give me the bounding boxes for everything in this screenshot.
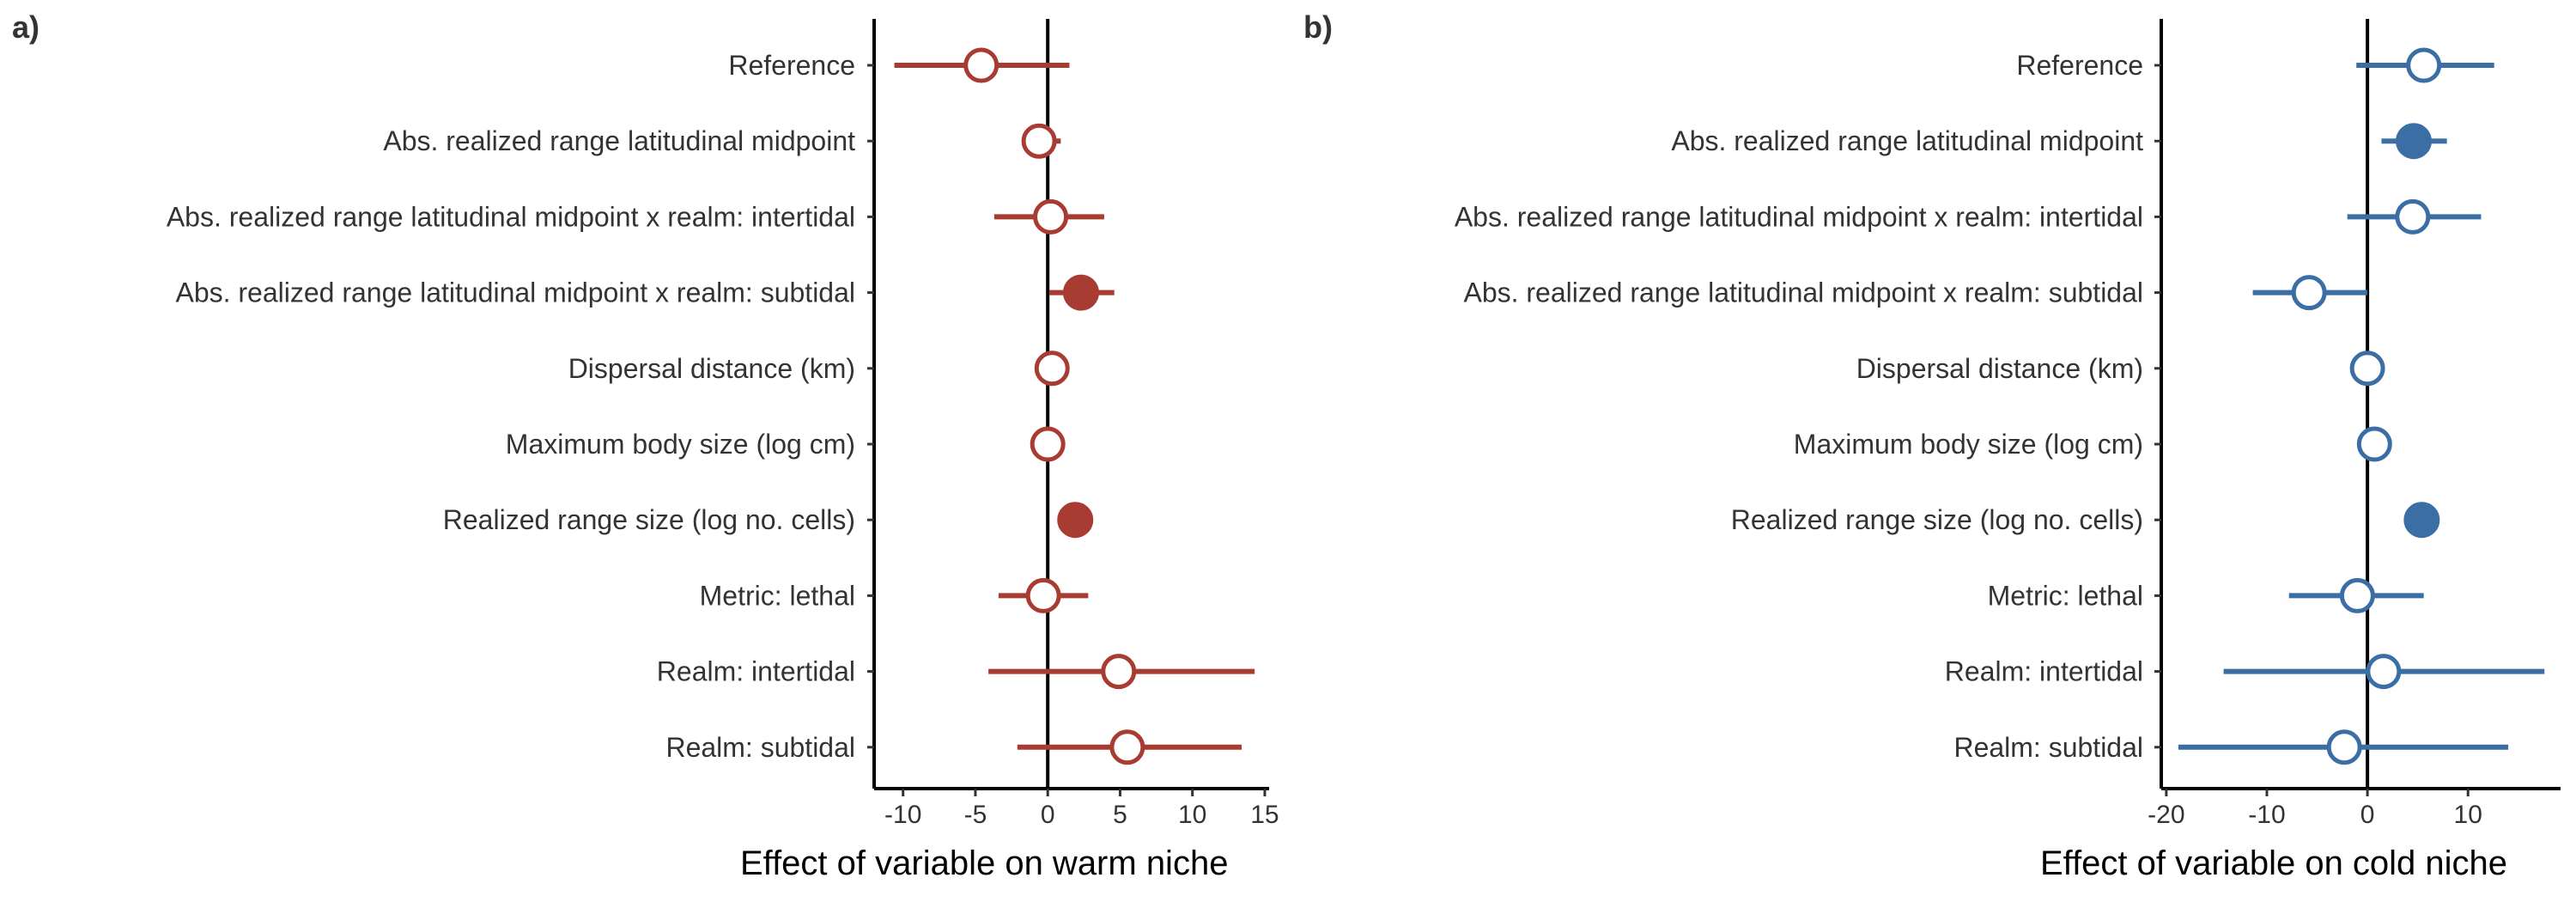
- x-tick-label: -20: [2148, 801, 2184, 829]
- estimate-point-significant: [2403, 502, 2440, 539]
- estimate-point: [2366, 654, 2402, 690]
- category-label: Reference: [2016, 50, 2143, 81]
- estimate-point-significant: [2395, 123, 2432, 160]
- x-tick-label: 5: [1113, 801, 1127, 829]
- category-label: Realm: subtidal: [1953, 732, 2143, 763]
- panel-b-plot-area: [2154, 19, 2561, 790]
- x-tick-label: -10: [884, 801, 921, 829]
- estimate-point: [2339, 577, 2375, 613]
- category-label: Abs. realized range latitudinal midpoint…: [175, 277, 855, 308]
- x-tick-label: 0: [1041, 801, 1055, 829]
- x-tick-label: -10: [2248, 801, 2285, 829]
- category-label: Abs. realized range latitudinal midpoint: [383, 125, 855, 156]
- category-label: Reference: [728, 50, 855, 81]
- category-label: Maximum body size (log cm): [506, 429, 855, 460]
- estimate-point: [1034, 350, 1070, 387]
- category-label: Dispersal distance (km): [1856, 353, 2143, 384]
- category-label: Metric: lethal: [700, 580, 855, 611]
- estimate-point: [1030, 426, 1066, 462]
- estimate-point: [1109, 729, 1145, 765]
- x-tick-label: 0: [2360, 801, 2375, 829]
- category-label: Maximum body size (log cm): [1794, 429, 2143, 460]
- category-label: Abs. realized range latitudinal midpoint…: [167, 201, 855, 232]
- panel-b-letter: b): [1303, 9, 1333, 45]
- panel-b-x-axis-title: Effect of variable on cold niche: [2040, 844, 2507, 882]
- category-label: Realm: intertidal: [657, 656, 855, 687]
- estimate-point: [1025, 577, 1061, 613]
- panel-a-letter: a): [12, 9, 39, 45]
- estimate-point: [1021, 123, 1057, 159]
- estimate-point: [1033, 198, 1069, 235]
- estimate-point: [2395, 198, 2431, 235]
- x-tick-label: 10: [1178, 801, 1206, 829]
- category-label: Abs. realized range latitudinal midpoint…: [1455, 201, 2143, 232]
- panel-b-x-ticks: -20 -10 0 10: [2148, 789, 2482, 829]
- category-label: Realm: intertidal: [1945, 656, 2143, 687]
- panel-a: a) Reference Abs. realized range latitudi…: [12, 9, 1279, 882]
- estimate-point: [2349, 350, 2385, 387]
- estimate-point: [2326, 729, 2362, 765]
- category-label: Abs. realized range latitudinal midpoint: [1671, 125, 2143, 156]
- estimate-point-significant: [1057, 502, 1094, 539]
- category-label: Metric: lethal: [1988, 580, 2143, 611]
- category-label: Realized range size (log no. cells): [1731, 504, 2143, 535]
- estimate-point: [2406, 47, 2442, 83]
- panel-a-category-labels: Reference Abs. realized range latitudinal…: [167, 50, 855, 763]
- panel-b-category-labels: Reference Abs. realized range latitudinal…: [1455, 50, 2143, 763]
- x-tick-label: 10: [2454, 801, 2482, 829]
- panel-a-x-ticks: -10 -5 0 5 10 15: [884, 789, 1279, 829]
- panel-a-x-axis-title: Effect of variable on warm niche: [740, 844, 1228, 882]
- x-tick-label: 15: [1250, 801, 1279, 829]
- estimate-point-significant: [1062, 274, 1099, 311]
- panel-b: b) Reference Abs. realized range latitudi…: [1303, 9, 2561, 882]
- category-label: Realm: subtidal: [665, 732, 855, 763]
- category-label: Dispersal distance (km): [568, 353, 855, 384]
- category-label: Realized range size (log no. cells): [443, 504, 855, 535]
- category-label: Abs. realized range latitudinal midpoint…: [1463, 277, 2143, 308]
- estimate-point: [1101, 654, 1137, 690]
- x-tick-label: -5: [964, 801, 987, 829]
- estimate-point: [963, 47, 999, 83]
- estimate-point: [2356, 426, 2392, 462]
- panel-a-plot-area: [867, 19, 1269, 790]
- estimate-point: [2291, 275, 2327, 311]
